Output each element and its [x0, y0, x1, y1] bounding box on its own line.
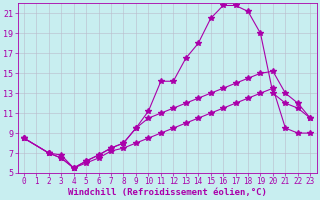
X-axis label: Windchill (Refroidissement éolien,°C): Windchill (Refroidissement éolien,°C)	[68, 188, 267, 197]
